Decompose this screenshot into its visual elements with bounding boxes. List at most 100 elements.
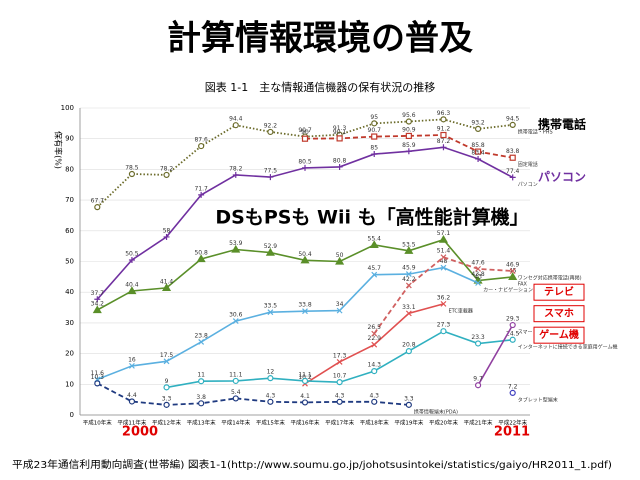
marker [405,118,412,125]
marker [301,135,309,142]
data-label: 94.5 [506,115,520,122]
data-label: 23.8 [194,332,208,339]
y-tick-label: 80 [65,165,74,173]
marker [128,362,135,369]
data-label: 22.9 [368,335,382,342]
data-label: 5.4 [231,389,241,396]
marker [475,155,482,162]
data-label: 24.5 [506,330,520,337]
data-label: 58 [163,227,171,234]
side-label: ゲーム機 [539,328,579,341]
data-label: 90.9 [402,126,416,133]
data-label: 30.6 [229,312,243,319]
side-label: 携帯電話 [538,116,586,131]
marker [440,264,447,271]
marker [300,255,310,264]
y-tick-label: 0 [70,411,74,419]
data-label: 17.5 [160,352,174,359]
marker [405,132,412,140]
data-label: 26.5 [368,324,382,331]
data-label: 95 [370,114,378,121]
data-label: 45.7 [368,265,382,272]
page-title: 計算情報環境の普及 [167,19,473,59]
data-label: 37.7 [91,290,105,297]
marker [509,268,516,274]
data-label: 4.4 [127,392,137,399]
marker [474,125,482,132]
data-label: 95.6 [402,112,416,119]
data-label: 85.8 [471,142,485,149]
marker [336,398,343,405]
y-tick-label: 50 [65,258,74,266]
marker [405,282,412,289]
marker [474,148,482,155]
marker [301,399,309,406]
x-tick-label: 平成17年末 [325,419,354,427]
marker [371,398,378,405]
data-label: 96.3 [437,110,451,117]
marker [94,296,101,303]
x-tick-label: 平成18年末 [360,419,389,427]
label-box [533,283,585,301]
data-label: 36.2 [437,294,451,301]
marker [302,164,308,171]
data-label: 50.8 [194,250,208,257]
y-axis-label: 保有率(%) [54,131,64,169]
data-label: 16 [128,356,136,363]
data-label: 90.7 [298,127,312,134]
data-label: 85 [370,145,378,152]
data-label: 43 [474,273,482,280]
chart-title: 図表 1-1 主な情報通信機器の保有状況の推移 [205,80,435,94]
marker [161,283,172,292]
x-tick-label: 平成11年末 [117,419,146,427]
x-tick-label: 平成14年末 [221,419,250,427]
marker [509,121,516,128]
source: 平成23年通信利用動向調査(世帯編) 図表1-1(http://www.soum… [12,458,612,471]
data-label: 90.1 [333,129,347,136]
marker [94,204,101,211]
marker [163,384,170,391]
marker [163,171,170,179]
data-label: 90.7 [368,127,382,134]
data-label: 40.4 [125,281,139,288]
marker [267,398,274,405]
marker [371,151,378,158]
marker [404,246,414,254]
marker [509,389,516,396]
data-label: 87.2 [437,138,451,145]
data-label: 87.6 [194,137,208,144]
marker [371,341,378,348]
marker [405,348,412,355]
marker [128,398,136,405]
x-tick-label: 平成19年末 [394,419,423,427]
data-label: 91.2 [437,126,451,133]
data-label: 51.4 [437,248,451,255]
data-label: 17.3 [333,352,347,359]
year-end: 2011 [494,425,530,440]
marker [198,339,205,345]
marker [508,272,518,280]
data-label: 10.7 [333,373,347,380]
data-label: 80.8 [333,157,347,164]
data-label: 33.1 [402,304,416,311]
marker [302,308,308,315]
data-label: 4.3 [266,392,276,399]
data-label: 10.2 [298,374,312,381]
marker [369,240,379,249]
marker [336,379,343,386]
y-tick-label: 100 [61,104,74,112]
data-label: 78.5 [125,165,139,172]
marker [475,265,482,272]
marker [371,271,378,278]
data-label: 94.4 [229,116,243,123]
data-label: 71.7 [194,185,208,192]
marker [509,336,516,343]
marker [92,305,102,314]
data-label: 80.5 [298,158,312,165]
data-label: 91.3 [333,125,347,132]
marker [405,271,412,278]
x-tick-label: 平成13年末 [187,419,216,427]
series-line [477,324,514,386]
data-label: 41.4 [160,278,174,285]
data-label: 33.5 [264,303,278,310]
